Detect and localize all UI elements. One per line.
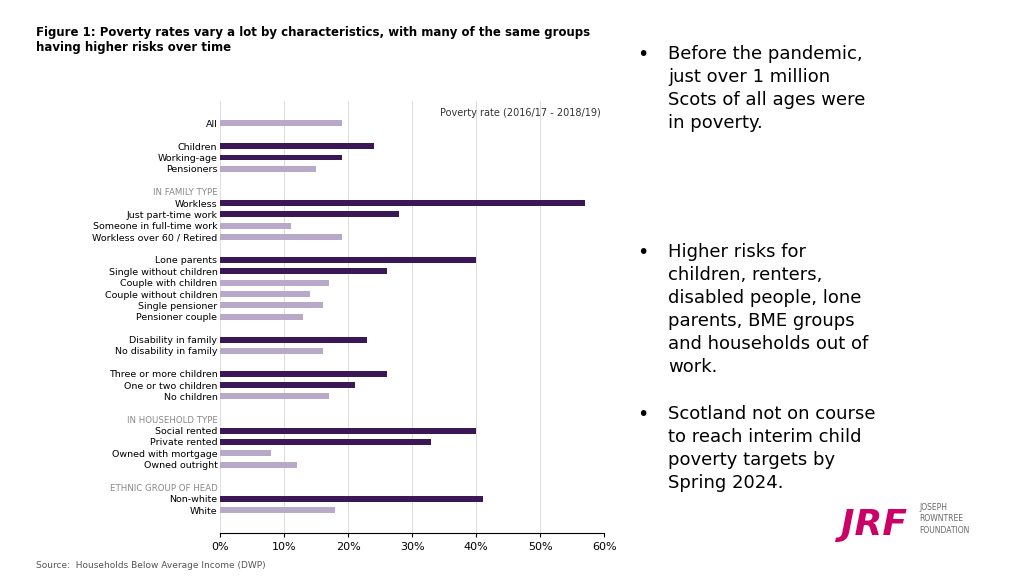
Text: JRF: JRF <box>841 508 907 542</box>
Bar <box>220 348 323 354</box>
Text: Poverty rate (2016/17 - 2018/19): Poverty rate (2016/17 - 2018/19) <box>440 108 601 118</box>
Bar <box>220 496 482 502</box>
Bar <box>220 314 303 320</box>
Bar <box>220 450 271 456</box>
Text: Figure 1: Poverty rates vary a lot by characteristics, with many of the same gro: Figure 1: Poverty rates vary a lot by ch… <box>36 26 590 54</box>
Bar <box>220 120 342 126</box>
Bar <box>220 302 323 308</box>
Bar <box>220 234 342 240</box>
Bar <box>220 200 585 206</box>
Bar <box>220 280 329 286</box>
Text: Source:  Households Below Average Income (DWP): Source: Households Below Average Income … <box>36 561 265 570</box>
Text: JOSEPH
ROWNTREE
FOUNDATION: JOSEPH ROWNTREE FOUNDATION <box>920 503 970 535</box>
Bar <box>220 427 476 434</box>
Text: Before the pandemic,
just over 1 million
Scots of all ages were
in poverty.: Before the pandemic, just over 1 million… <box>668 46 865 132</box>
Bar <box>220 371 387 377</box>
Text: Scotland not on course
to reach interim child
poverty targets by
Spring 2024.: Scotland not on course to reach interim … <box>668 406 876 492</box>
Text: •: • <box>637 243 649 262</box>
Bar <box>220 393 329 399</box>
Bar <box>220 143 374 149</box>
Bar <box>220 268 387 274</box>
Bar <box>220 211 399 217</box>
Bar <box>220 462 297 468</box>
Bar <box>220 223 291 229</box>
Bar <box>220 439 431 445</box>
Bar <box>220 154 342 161</box>
Bar <box>220 336 368 343</box>
Bar <box>220 257 476 263</box>
Bar <box>220 291 309 297</box>
Bar <box>220 507 336 513</box>
Bar <box>220 166 316 172</box>
Text: •: • <box>637 46 649 65</box>
Bar <box>220 382 354 388</box>
Text: Higher risks for
children, renters,
disabled people, lone
parents, BME groups
an: Higher risks for children, renters, disa… <box>668 243 868 376</box>
Text: •: • <box>637 406 649 425</box>
